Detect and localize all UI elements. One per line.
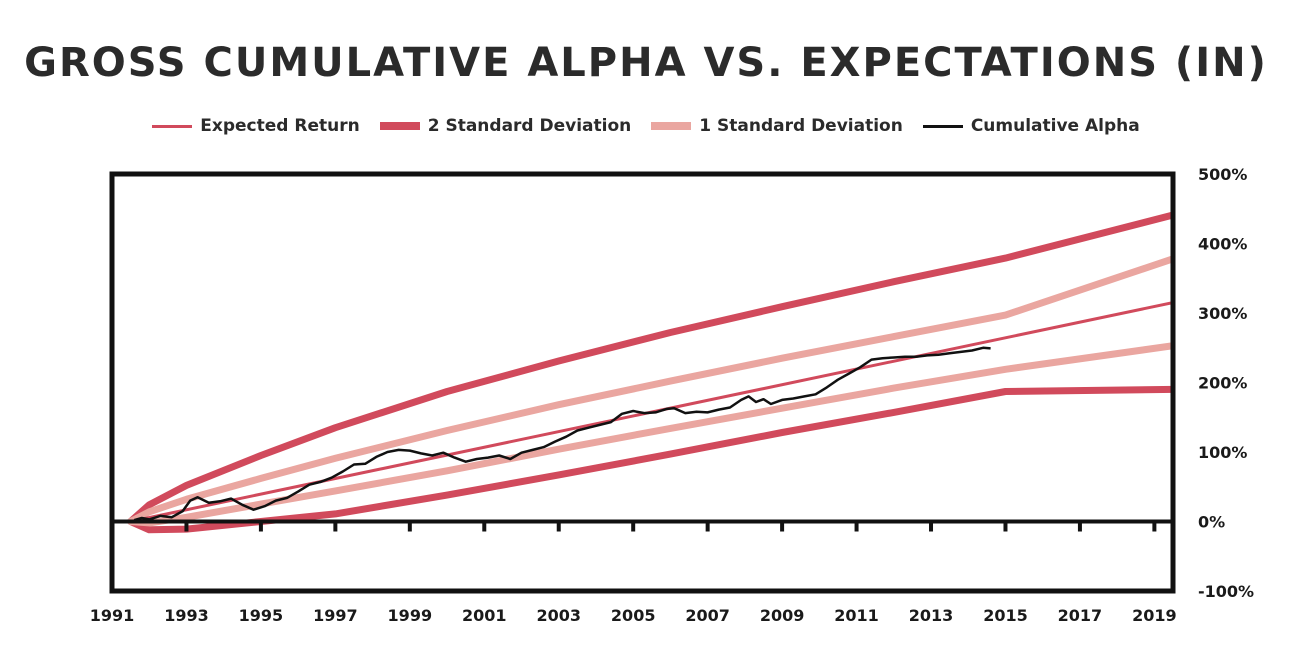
chart-title: GROSS CUMULATIVE ALPHA VS. EXPECTATIONS …	[24, 40, 1268, 86]
y-tick-label: 200%	[1198, 374, 1247, 393]
x-tick-label: 2019	[1132, 606, 1177, 625]
x-tick-label: 1993	[164, 606, 209, 625]
x-tick-label: 1995	[239, 606, 284, 625]
x-tick-label: 2001	[462, 606, 507, 625]
y-tick-label: -100%	[1198, 582, 1254, 601]
x-tick-label: 1991	[90, 606, 135, 625]
x-tick-label: 1997	[313, 606, 358, 625]
x-tick-label: 2009	[760, 606, 805, 625]
x-tick-label: 2003	[536, 606, 581, 625]
x-tick-label: 2015	[983, 606, 1028, 625]
legend-swatch-2-standard-deviation	[379, 122, 420, 130]
y-tick-label: 300%	[1198, 304, 1247, 323]
x-tick-label: 2007	[685, 606, 730, 625]
legend-swatch-cumulative-alpha	[922, 124, 963, 128]
y-tick-label: 100%	[1198, 443, 1247, 462]
legend-label-2-standard-deviation: 2 Standard Deviation	[427, 116, 632, 136]
legend-item-2-standard-deviation: 2 Standard Deviation	[379, 116, 632, 136]
x-tick-label: 2017	[1058, 606, 1103, 625]
y-tick-label: 0%	[1198, 513, 1225, 532]
legend-label-expected-return: Expected Return	[200, 116, 360, 136]
legend-swatch-1-standard-deviation	[651, 122, 692, 130]
y-tick-label: 500%	[1198, 165, 1247, 184]
x-tick-label: 2013	[909, 606, 954, 625]
series-cumulative-alpha	[133, 346, 991, 522]
legend-item-1-standard-deviation: 1 Standard Deviation	[651, 116, 903, 136]
y-tick-label: 400%	[1198, 235, 1247, 254]
plot-frame	[109, 171, 1176, 594]
chart-legend: Expected Return 2 Standard Deviation 1 S…	[0, 116, 1292, 136]
x-tick-label: 1999	[388, 606, 433, 625]
series-2-standard-deviation	[127, 211, 1173, 534]
legend-swatch-expected-return	[152, 124, 193, 128]
x-tick-label: 2011	[834, 606, 879, 625]
legend-label-cumulative-alpha: Cumulative Alpha	[970, 116, 1140, 136]
legend-item-expected-return: Expected Return	[152, 116, 360, 136]
legend-label-1-standard-deviation: 1 Standard Deviation	[699, 116, 903, 136]
x-tick-label: 2005	[611, 606, 656, 625]
legend-item-cumulative-alpha: Cumulative Alpha	[922, 116, 1140, 136]
